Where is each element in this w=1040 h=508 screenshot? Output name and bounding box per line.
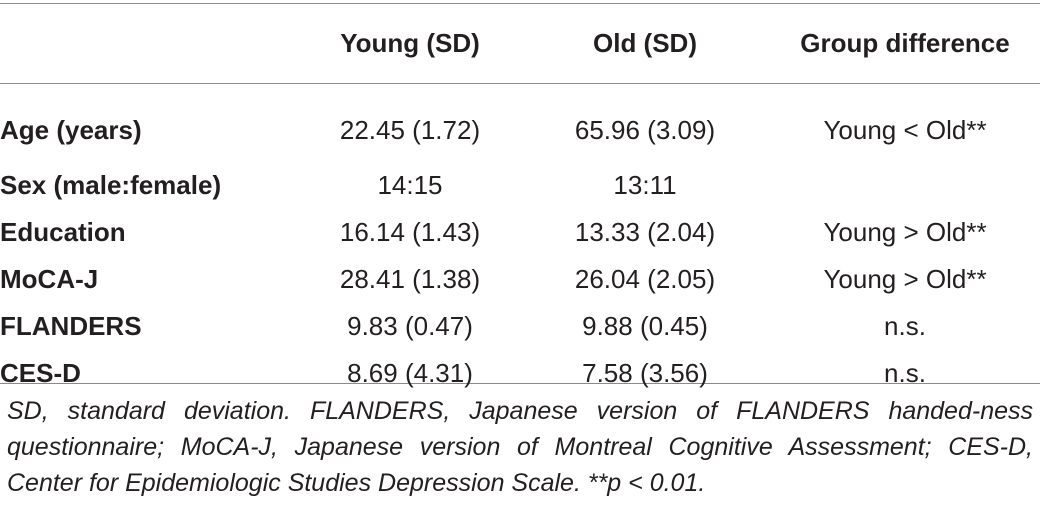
old-value: 13:11	[613, 170, 677, 200]
header-empty-cell	[0, 4, 300, 83]
table-row-sex: Sex (male:female) 14:15 13:11	[0, 162, 1040, 209]
young-value: 16.14 (1.43)	[339, 217, 481, 247]
old-value: 13.33 (2.04)	[574, 217, 716, 247]
header-old: Old (SD)	[593, 28, 697, 58]
table-top-rule	[0, 3, 1040, 4]
old-value: 26.04 (2.05)	[574, 264, 716, 294]
table-row-education: Education 16.14 (1.43) 13.33 (2.04) Youn…	[0, 209, 1040, 256]
group-difference-value: Young < Old**	[823, 115, 987, 145]
table-bottom-rule	[0, 383, 1040, 384]
group-difference-value	[770, 162, 1040, 209]
row-label: CES-D	[0, 358, 81, 388]
row-label: Education	[0, 217, 126, 247]
group-difference-value: n.s.	[884, 311, 926, 341]
old-value: 7.58 (3.56)	[582, 358, 708, 388]
table-row-ces-d: CES-D 8.69 (4.31) 7.58 (3.56) n.s.	[0, 350, 1040, 397]
header-group-difference: Group difference	[800, 28, 1010, 58]
young-value: 9.83 (0.47)	[347, 311, 473, 341]
young-value: 8.69 (4.31)	[347, 358, 473, 388]
table-footnote: SD, standard deviation. FLANDERS, Japane…	[7, 397, 1033, 497]
row-label: Sex (male:female)	[0, 170, 222, 200]
row-label: FLANDERS	[0, 311, 142, 341]
header-young: Young (SD)	[340, 28, 480, 58]
old-value: 65.96 (3.09)	[574, 115, 716, 145]
table-row-flanders: FLANDERS 9.83 (0.47) 9.88 (0.45) n.s.	[0, 303, 1040, 350]
table-row-age: Age (years) 22.45 (1.72) 65.96 (3.09) Yo…	[0, 83, 1040, 162]
row-label: Age (years)	[0, 115, 142, 145]
table-row-moca-j: MoCA-J 28.41 (1.38) 26.04 (2.05) Young >…	[0, 256, 1040, 303]
young-value: 14:15	[377, 170, 443, 200]
demographics-table: Young (SD) Old (SD) Group difference Age…	[0, 4, 1040, 397]
old-value: 9.88 (0.45)	[582, 311, 708, 341]
young-value: 28.41 (1.38)	[339, 264, 481, 294]
group-difference-value: Young > Old**	[823, 264, 987, 294]
group-difference-value: Young > Old**	[823, 217, 987, 247]
group-difference-value: n.s.	[884, 358, 926, 388]
young-value: 22.45 (1.72)	[339, 115, 481, 145]
table-header-row: Young (SD) Old (SD) Group difference	[0, 4, 1040, 83]
table-header-rule	[0, 83, 1040, 84]
row-label: MoCA-J	[0, 264, 99, 294]
